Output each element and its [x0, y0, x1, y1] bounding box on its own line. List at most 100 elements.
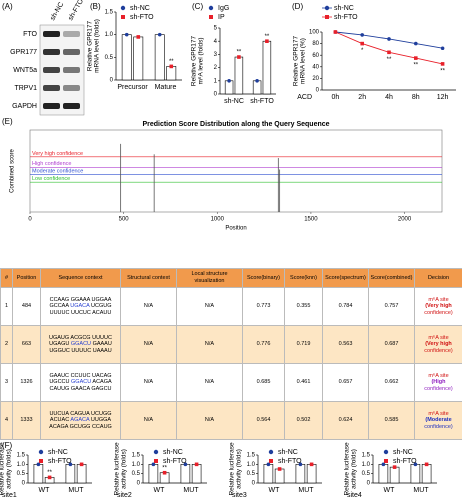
bar [378, 464, 389, 484]
y-tick-label: 0 [252, 481, 256, 487]
legend-label: sh-NC [48, 449, 68, 456]
legend-label: IP [218, 14, 225, 21]
x-tick-label: Mature [155, 84, 177, 91]
sequence-word: GAAAU [92, 341, 112, 348]
point [124, 32, 129, 37]
binary-cell: 0.564 [242, 401, 285, 440]
x-tick-label: 2000 [398, 217, 412, 223]
y-tick-label: 0 [367, 481, 371, 487]
legend-marker [121, 15, 125, 19]
decision-line: confidence) [424, 423, 453, 430]
legend-marker [325, 15, 329, 19]
bar [65, 464, 76, 484]
decision-line: confidence) [424, 347, 453, 354]
band [63, 49, 80, 55]
sequence-word: UAAAU [92, 347, 112, 354]
point [68, 462, 73, 467]
legend-marker [208, 5, 214, 11]
sequence-word: UUUUC [71, 347, 92, 354]
table-row: 3 1326 GAAUC CCUUC UACAG UGCCU GGACU ACAGA C… [0, 363, 462, 402]
point [136, 35, 141, 39]
point [162, 470, 167, 475]
y-tick-label: 3 [214, 52, 218, 58]
table-row: 1 484 CCAAG GGAAA UGGAA GCCAA UGACA UCGUG UU… [0, 287, 462, 326]
bar [33, 464, 44, 484]
sequence-word: GGAAA [70, 296, 90, 303]
sequence-word: UCGUG [91, 303, 112, 310]
threshold-label: Very high confidence [32, 151, 83, 157]
legend-marker [38, 449, 44, 455]
sequence-word: CCAUG [91, 423, 112, 430]
site-label: site2 [117, 492, 132, 499]
position-cell: 484 [12, 287, 41, 326]
sequence-line: UGAGU GGACU GAAAU [42, 341, 119, 348]
table-row: 4 1333 UUCUA CAGUA UCUGG ACUAC AGACA UUGGA A… [0, 401, 462, 440]
panel-label: (F) [2, 441, 13, 450]
binary-cell: 0.685 [242, 363, 285, 402]
y-tick-label: 1.0 [247, 462, 256, 468]
annotation: * [361, 48, 364, 54]
header-cell: Score(combined) [368, 268, 415, 288]
band [63, 85, 80, 91]
bar [191, 464, 202, 484]
annotation: ** [47, 470, 52, 476]
y-tick-label: 2 [214, 65, 218, 71]
blot [39, 24, 85, 116]
legend-marker [383, 449, 389, 455]
annotation: ** [237, 50, 242, 56]
legend-label: sh-NC [393, 449, 413, 456]
knn-cell: 0.461 [284, 363, 323, 402]
point [157, 32, 162, 37]
blot-row-label: GPR177 [10, 49, 37, 56]
y-tick-label: 5 [214, 26, 218, 32]
point [414, 41, 418, 46]
spectrum-cell: 0.624 [322, 401, 369, 440]
binary-cell: 0.773 [242, 287, 285, 326]
legend-label: sh-FTO [334, 14, 358, 21]
panel-label: (A) [2, 2, 13, 11]
point [414, 56, 418, 60]
bar [154, 34, 165, 81]
combined-cell: 0.662 [368, 363, 415, 402]
panel-label: (C) [192, 2, 203, 11]
decision-line: m⁶A site [428, 410, 449, 417]
band [63, 31, 80, 37]
decision-cell: m⁶A site (High confidence) [414, 363, 462, 402]
x-tick-label: WT [154, 487, 166, 494]
sequence-word: UCUGG [91, 410, 112, 417]
decision-line: confidence) [424, 309, 453, 316]
y-tick-label: 1.0 [17, 462, 26, 468]
sequence-line: CAUUG GAACA GAGCU [42, 386, 119, 393]
x-tick-label: MUT [413, 487, 429, 494]
blot-row-label: WNT5a [13, 67, 37, 74]
legend-marker [153, 449, 159, 455]
y-tick-label: 0.5 [132, 471, 141, 477]
sequence-word: GGACU [70, 341, 92, 348]
index-cell: 4 [0, 401, 13, 440]
sequence-word: GAACA [70, 385, 90, 392]
band [43, 103, 60, 109]
bar [76, 464, 87, 484]
bar [295, 464, 306, 484]
sequence-word: ACGCG [70, 334, 91, 341]
bar [306, 464, 317, 484]
point [266, 462, 271, 467]
panel-label: (D) [292, 2, 303, 11]
y-axis-label: activity (folds) [121, 449, 128, 489]
point [277, 467, 282, 471]
sequence-word: GCCAA [49, 303, 69, 310]
bar [389, 466, 400, 484]
x-tick-label: 500 [119, 217, 130, 223]
legend-label: sh-FTO [130, 14, 154, 21]
band [63, 103, 80, 109]
legend-marker [120, 5, 126, 11]
index-cell: 1 [0, 287, 13, 326]
spectrum-cell: 0.657 [322, 363, 369, 402]
header-cell: Decision [414, 268, 462, 288]
bar [421, 464, 432, 484]
legend-label: sh-NC [334, 5, 354, 12]
point [413, 462, 418, 467]
point [309, 462, 314, 467]
sequence-line: ACAGA GCUGG CCAUG [42, 424, 119, 431]
